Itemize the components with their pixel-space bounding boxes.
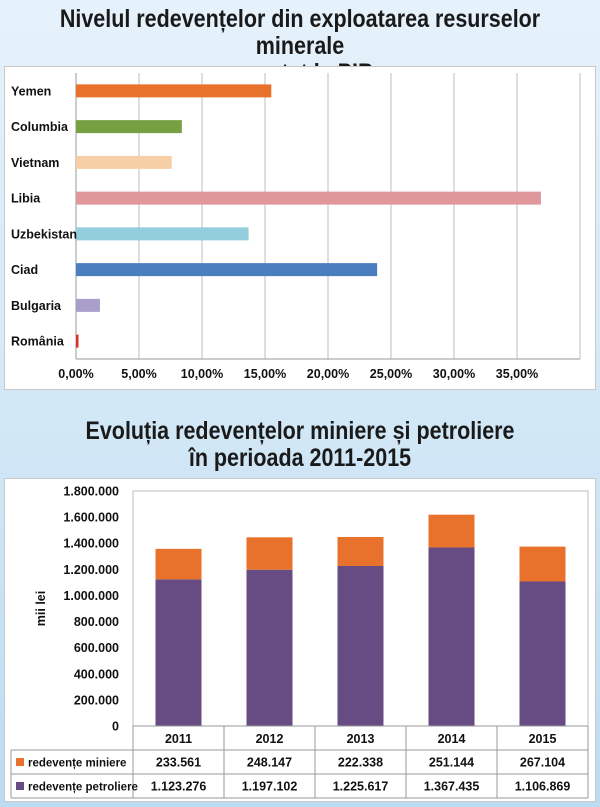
chart2-bar-segment bbox=[428, 514, 475, 548]
chart1-bar bbox=[76, 298, 100, 312]
chart2-category-label: 2012 bbox=[256, 732, 284, 746]
chart2-svg: 0 200.000 400.000 600.000 800.000 1.000.000 1.… bbox=[10, 485, 589, 799]
chart1-category-label: Vietnam bbox=[11, 156, 59, 170]
chart2-bar-segment bbox=[428, 547, 475, 726]
chart2-table-value: 233.561 bbox=[156, 756, 201, 770]
chart1-bar bbox=[76, 155, 172, 169]
chart2-legend-label: redevențe petroliere bbox=[28, 782, 138, 794]
chart2-table-value: 222.338 bbox=[338, 756, 383, 770]
chart2-y-tick-label: 1.600.000 bbox=[63, 511, 119, 525]
chart1-svg: 0,00% 5,00% 10,00% 15,00% 20,00% 25,00% 30,00%… bbox=[11, 73, 581, 381]
chart2-table-value: 251.144 bbox=[429, 756, 474, 770]
chart2-table-value: 248.147 bbox=[247, 756, 292, 770]
chart2-table-value: 1.367.435 bbox=[424, 780, 480, 794]
chart2-bar-segment bbox=[246, 569, 293, 726]
chart1-category-label: Bulgaria bbox=[11, 299, 62, 313]
chart1-x-tick-label: 15,00% bbox=[244, 367, 286, 381]
chart2-legend-swatch bbox=[16, 782, 24, 790]
chart2-bar-segment bbox=[246, 537, 293, 570]
chart1-bar bbox=[76, 191, 541, 205]
chart1-x-tick-label: 25,00% bbox=[370, 367, 412, 381]
chart2-y-tick-label: 200.000 bbox=[74, 693, 119, 707]
chart1-category-label: Columbia bbox=[11, 120, 69, 134]
chart2-y-tick-label: 1.800.000 bbox=[63, 485, 119, 499]
chart2-table-value: 1.225.617 bbox=[333, 780, 389, 794]
chart2-category-label: 2015 bbox=[529, 732, 557, 746]
chart2-y-tick-label: 1.000.000 bbox=[63, 589, 119, 603]
chart1-x-tick-label: 30,00% bbox=[433, 367, 475, 381]
chart2-bar-segment bbox=[337, 565, 384, 726]
chart1-category-label: Yemen bbox=[11, 84, 51, 98]
chart2-y-tick-label: 1.200.000 bbox=[63, 563, 119, 577]
chart1-bar bbox=[76, 84, 272, 98]
chart1-x-tick-label: 5,00% bbox=[121, 367, 156, 381]
chart2-legend-swatch bbox=[16, 758, 24, 766]
chart2-title-line2: în perioada 2011-2015 bbox=[188, 444, 412, 472]
chart2-y-tick-label: 1.400.000 bbox=[63, 537, 119, 551]
chart2-title: Evoluția redevențelor miniere și petroli… bbox=[42, 418, 558, 472]
chart2-category-label: 2011 bbox=[165, 732, 192, 746]
chart2-bar-segment bbox=[519, 546, 566, 582]
chart1-category-label: Uzbekistan bbox=[11, 227, 77, 241]
chart1-x-tick-label: 35,00% bbox=[496, 367, 538, 381]
chart2-y-tick-label: 600.000 bbox=[74, 641, 119, 655]
chart2-y-tick-label: 400.000 bbox=[74, 667, 119, 681]
chart2-table-value: 1.197.102 bbox=[242, 780, 298, 794]
chart2-y-tick-label: 800.000 bbox=[74, 615, 119, 629]
chart1-title-line1: Nivelul redevențelor din exploatarea res… bbox=[59, 5, 541, 60]
chart1-bar bbox=[76, 120, 182, 134]
chart2-bar-segment bbox=[337, 536, 384, 566]
chart1-category-label: Ciad bbox=[11, 263, 38, 277]
chart2-category-label: 2013 bbox=[347, 732, 375, 746]
chart2-bar-segment bbox=[155, 548, 202, 580]
chart2-bar-segment bbox=[155, 579, 202, 726]
chart2-table-value: 1.106.869 bbox=[515, 780, 571, 794]
chart1-panel: 0,00% 5,00% 10,00% 15,00% 20,00% 25,00% 30,00%… bbox=[4, 66, 596, 390]
chart2-panel: 0 200.000 400.000 600.000 800.000 1.000.000 1.… bbox=[4, 478, 596, 802]
chart2-table-value: 1.123.276 bbox=[151, 780, 207, 794]
chart2-title-line1: Evoluția redevențelor miniere și petroli… bbox=[85, 417, 515, 445]
chart2-bar-segment bbox=[519, 581, 566, 726]
chart1-x-tick-label: 10,00% bbox=[181, 367, 223, 381]
chart1-bar bbox=[76, 227, 249, 241]
chart1-x-tick-label: 0,00% bbox=[58, 367, 93, 381]
chart2-y-tick-label: 0 bbox=[112, 720, 119, 734]
chart1-category-label: Libia bbox=[11, 192, 41, 206]
chart2-y-axis-label: mii lei bbox=[34, 591, 48, 626]
chart2-table-value: 267.104 bbox=[520, 756, 565, 770]
chart1-category-label: România bbox=[11, 335, 65, 349]
chart2-legend-label: redevențe miniere bbox=[28, 758, 126, 770]
chart1-x-tick-label: 20,00% bbox=[307, 367, 349, 381]
chart1-title: Nivelul redevențelor din exploatarea res… bbox=[42, 6, 558, 87]
chart2-category-label: 2014 bbox=[438, 732, 466, 746]
chart1-bar bbox=[76, 263, 378, 277]
chart1-bar bbox=[76, 334, 79, 348]
